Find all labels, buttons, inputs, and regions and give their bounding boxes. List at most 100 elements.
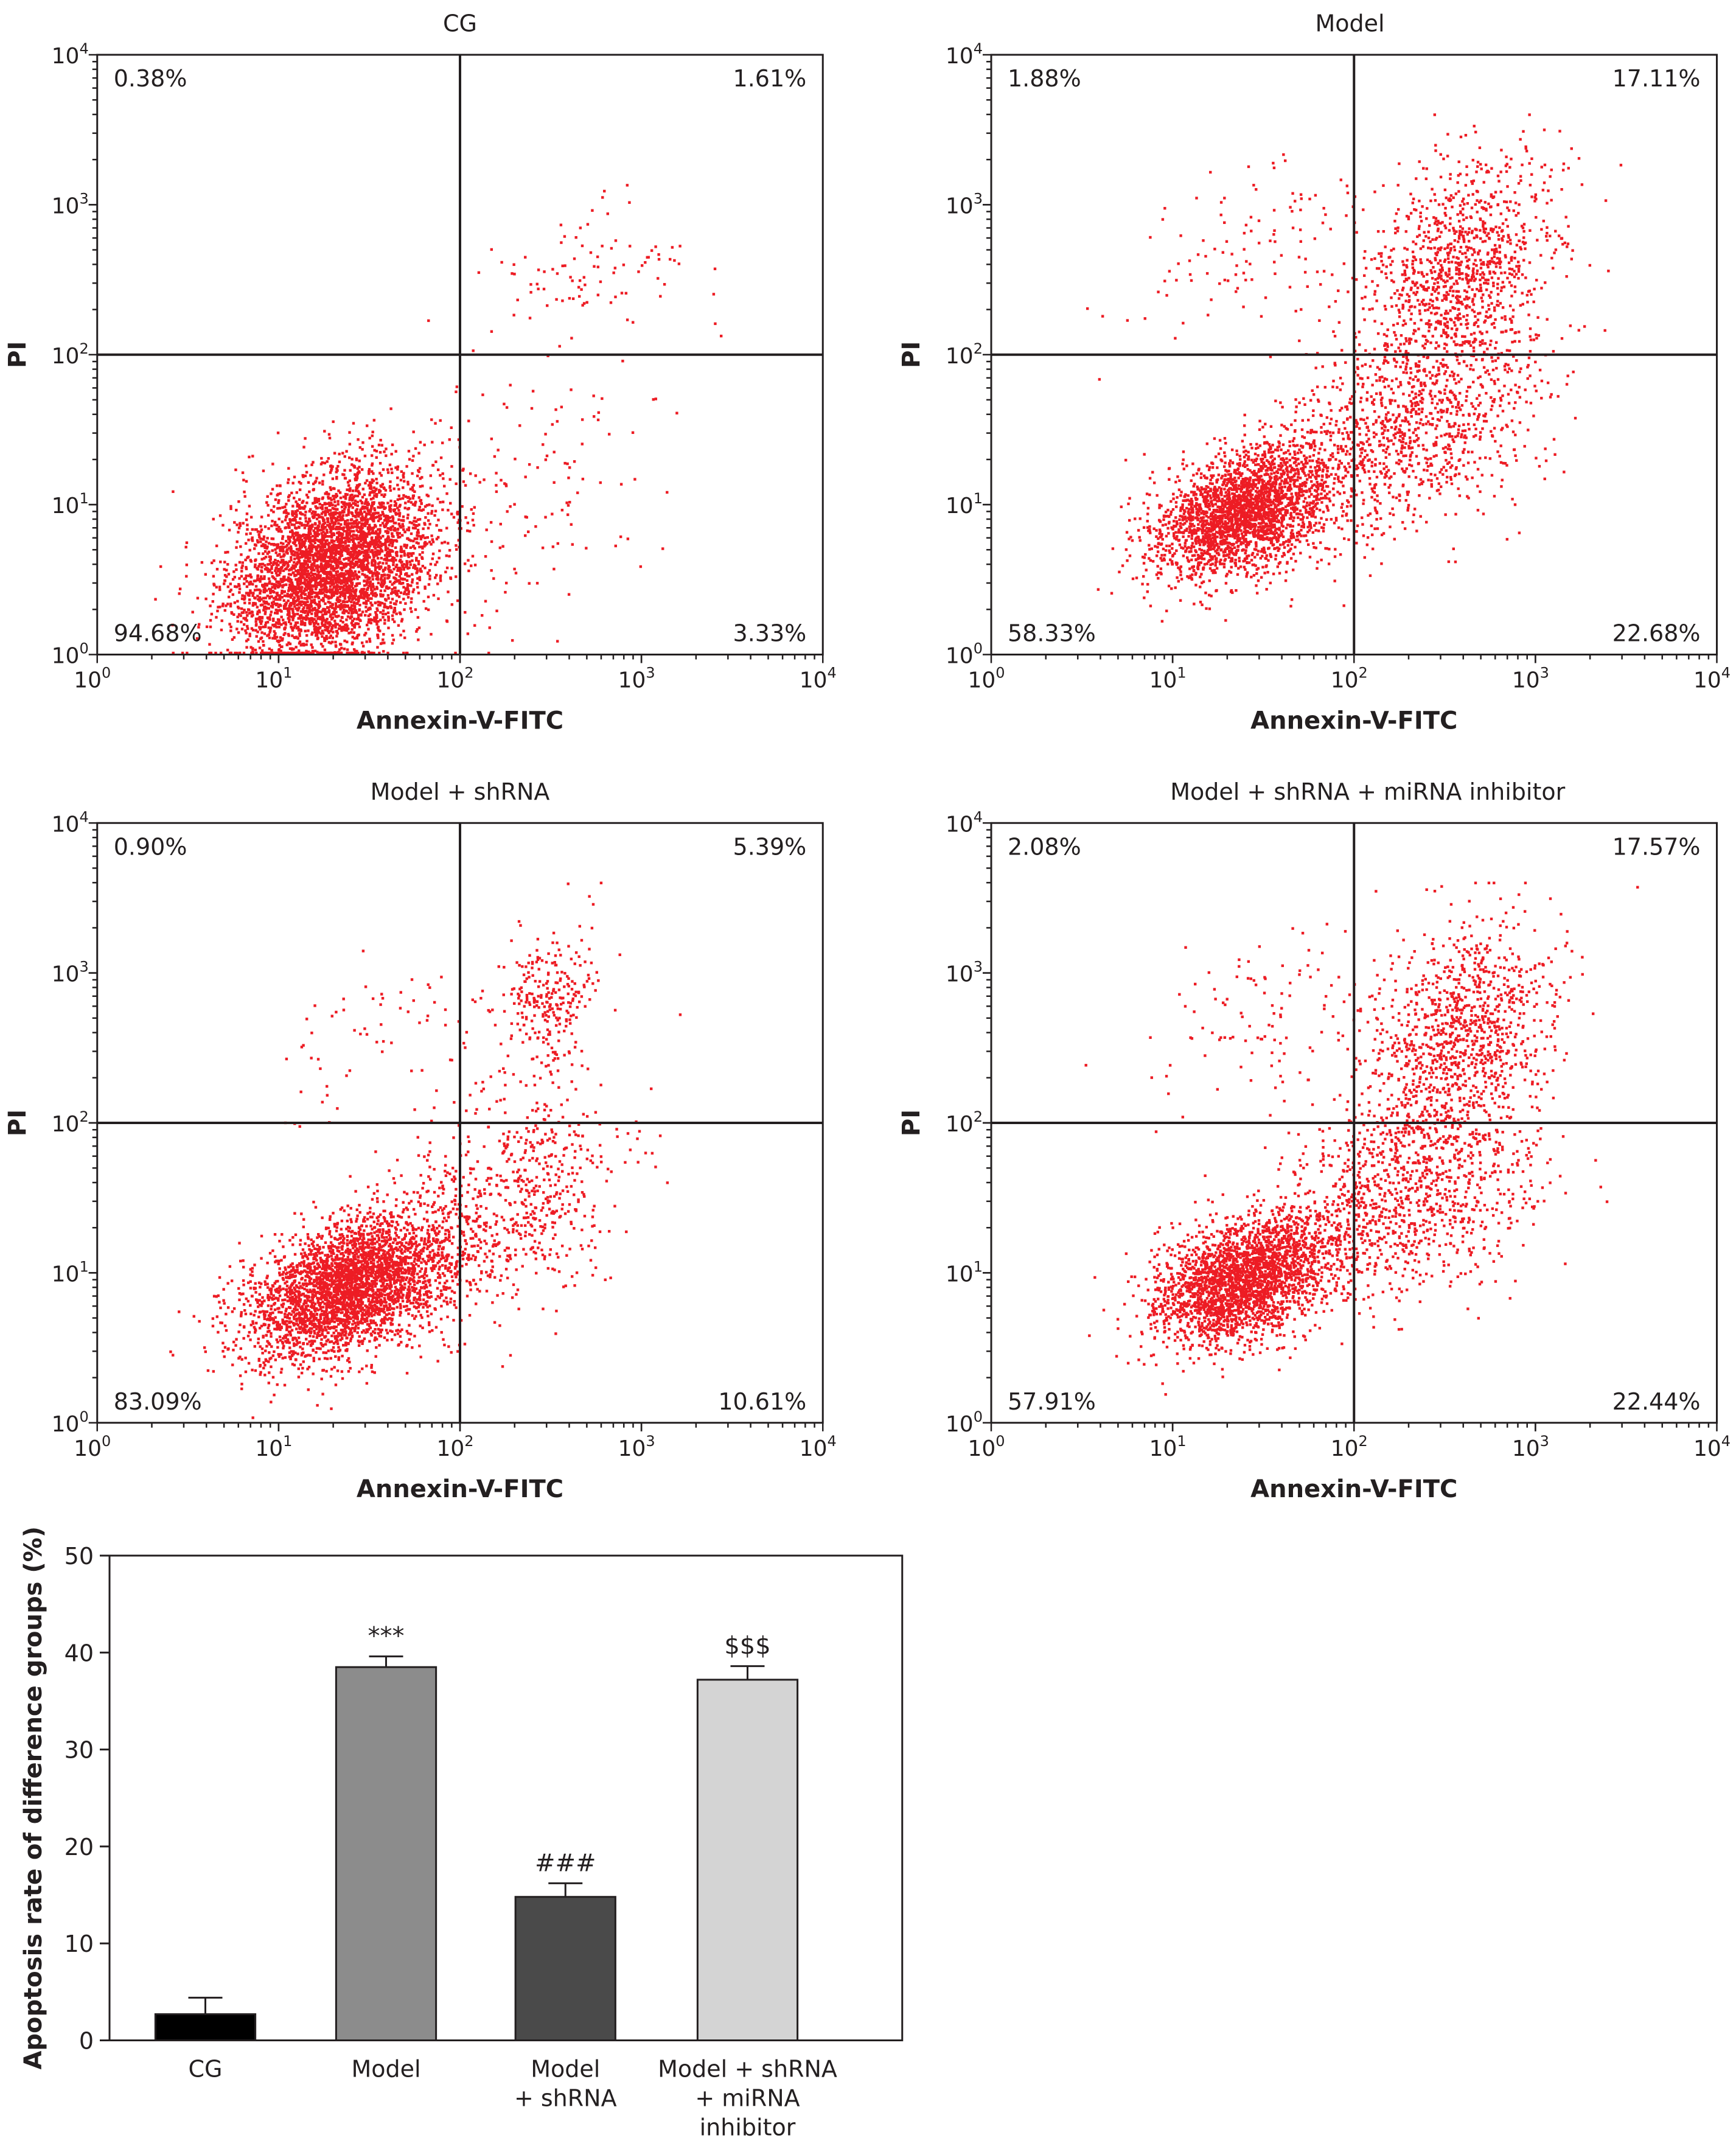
data-point xyxy=(596,255,599,259)
data-point xyxy=(428,523,431,526)
data-point xyxy=(291,541,295,544)
data-point xyxy=(274,551,277,554)
data-point xyxy=(1263,435,1266,438)
data-point xyxy=(271,487,274,491)
data-point xyxy=(223,609,227,612)
data-point xyxy=(329,516,333,520)
data-point xyxy=(1209,514,1213,518)
data-point xyxy=(313,559,316,562)
data-point xyxy=(343,581,346,584)
data-point xyxy=(342,526,346,529)
data-point xyxy=(344,542,347,545)
data-point xyxy=(559,223,563,226)
data-point xyxy=(570,388,573,391)
data-point xyxy=(385,454,388,457)
data-point xyxy=(383,450,386,453)
data-point xyxy=(302,592,305,595)
data-point xyxy=(289,622,293,626)
data-point xyxy=(329,615,332,618)
data-point xyxy=(375,607,378,610)
data-point xyxy=(319,540,323,543)
data-point xyxy=(254,579,257,582)
data-point xyxy=(262,596,265,600)
data-point xyxy=(262,640,265,643)
data-point xyxy=(318,528,321,532)
data-point xyxy=(429,486,433,490)
data-point xyxy=(331,588,334,592)
data-point xyxy=(371,575,374,578)
x-tick-label: 101 xyxy=(255,665,292,693)
data-point xyxy=(291,589,295,592)
data-point xyxy=(339,554,342,558)
population-1 xyxy=(298,262,723,655)
data-point xyxy=(275,621,278,624)
data-point xyxy=(372,486,375,489)
data-point xyxy=(288,494,291,497)
data-point xyxy=(290,581,294,584)
data-point xyxy=(472,523,475,527)
data-point xyxy=(332,624,335,627)
data-point xyxy=(324,594,328,597)
data-point xyxy=(399,577,403,580)
data-point xyxy=(566,513,570,516)
data-point xyxy=(364,519,368,522)
data-point xyxy=(242,611,245,614)
data-point xyxy=(350,525,354,528)
data-point xyxy=(249,591,253,595)
data-point xyxy=(263,564,267,567)
data-point xyxy=(323,511,327,514)
data-point xyxy=(331,521,334,525)
data-point xyxy=(331,579,334,582)
data-point xyxy=(181,651,184,655)
data-point xyxy=(296,531,299,534)
data-point xyxy=(316,631,319,634)
data-point xyxy=(357,622,360,626)
data-point xyxy=(408,497,411,500)
data-point xyxy=(413,537,416,540)
data-point xyxy=(585,301,588,304)
data-point xyxy=(225,568,228,571)
data-point xyxy=(445,492,448,495)
data-point xyxy=(285,601,288,604)
data-point xyxy=(231,578,235,581)
data-point xyxy=(380,583,383,586)
data-point xyxy=(1312,509,1316,513)
data-point xyxy=(371,561,374,564)
data-point xyxy=(326,589,329,592)
data-point xyxy=(400,519,403,522)
data-point xyxy=(346,548,349,551)
data-point xyxy=(417,534,420,537)
data-point xyxy=(352,550,355,553)
data-point xyxy=(268,562,271,566)
data-point xyxy=(311,534,315,538)
data-point xyxy=(244,618,247,621)
data-point xyxy=(321,629,324,632)
data-point xyxy=(352,529,355,533)
data-point xyxy=(391,618,394,621)
data-point xyxy=(377,581,380,585)
data-point xyxy=(316,582,320,585)
data-point xyxy=(366,608,370,612)
data-point xyxy=(358,466,361,469)
data-point xyxy=(341,585,345,589)
data-point xyxy=(298,559,301,562)
data-point xyxy=(325,625,328,629)
data-point xyxy=(308,606,312,610)
data-point xyxy=(382,638,385,641)
data-point xyxy=(294,588,297,592)
data-point xyxy=(455,548,458,551)
data-point xyxy=(541,547,545,550)
data-point xyxy=(295,635,298,638)
data-point xyxy=(291,519,295,522)
data-point xyxy=(299,581,302,584)
data-point xyxy=(243,601,246,604)
data-point xyxy=(420,509,424,512)
data-point xyxy=(256,530,260,533)
data-point xyxy=(354,473,357,476)
data-point xyxy=(1170,500,1173,503)
data-point xyxy=(316,513,320,516)
data-point xyxy=(279,649,282,652)
data-point xyxy=(275,562,278,565)
data-point xyxy=(319,582,322,585)
data-point xyxy=(340,523,343,526)
